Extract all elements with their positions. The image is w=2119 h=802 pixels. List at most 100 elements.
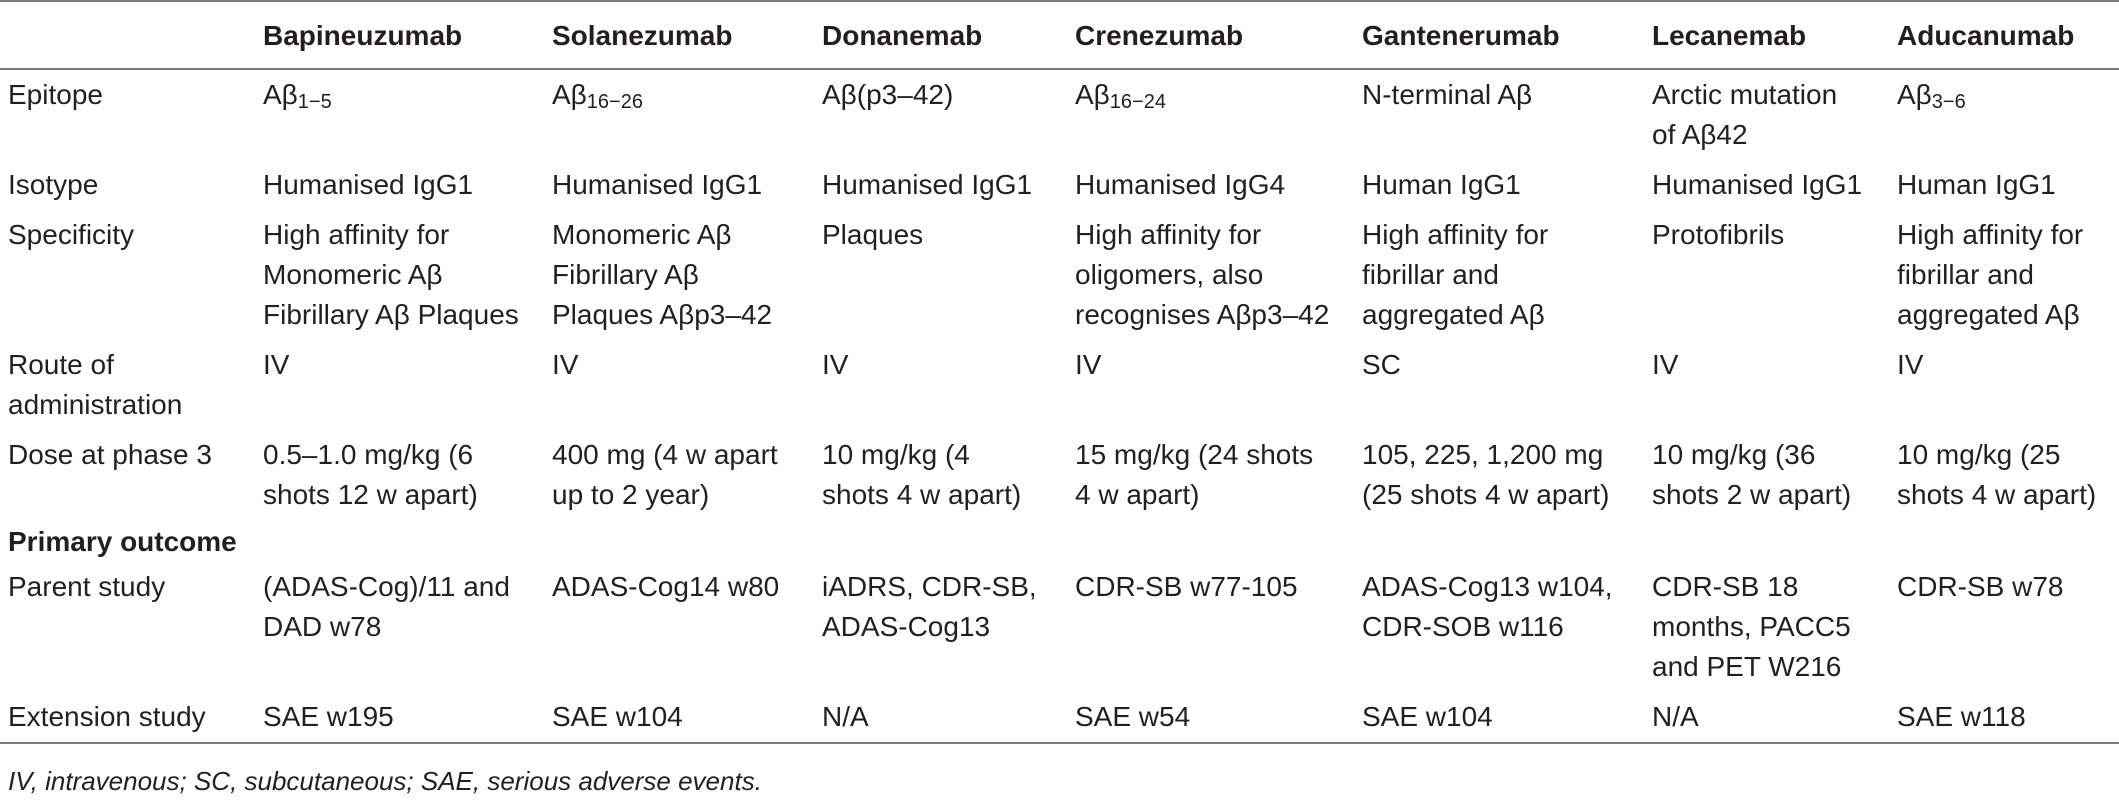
table-cell: N/A bbox=[1642, 692, 1887, 743]
table-cell: Aβ16−24 bbox=[1065, 69, 1352, 160]
cell-line: ADAS-Cog13 w104, bbox=[1362, 571, 1613, 602]
table-footnote: IV, intravenous; SC, subcutaneous; SAE, … bbox=[8, 766, 762, 796]
table-cell: SAE w104 bbox=[1352, 692, 1642, 743]
table-row-epitope: Epitope Aβ1−5 Aβ16−26 Aβ(p3–42) Aβ16−24 … bbox=[0, 69, 2119, 160]
subscript-text: 3−6 bbox=[1931, 91, 1966, 113]
row-label: Isotype bbox=[0, 160, 253, 210]
table-cell: IV bbox=[1642, 340, 1887, 430]
cell-line: N/A bbox=[1652, 701, 1699, 732]
table-row: Route of administration IV IV IV IV SC IV IV bbox=[0, 340, 2119, 430]
table-cell: Aβ3−6 bbox=[1887, 69, 2119, 160]
cell-line: 10 mg/kg (36 bbox=[1652, 439, 1816, 470]
cell-line: 400 mg (4 w apart bbox=[552, 439, 778, 470]
cell-line: shots 2 w apart) bbox=[1652, 479, 1852, 510]
table-cell: High affinity for fibrillar and aggregated… bbox=[1352, 210, 1642, 340]
header-cell: Gantenerumab bbox=[1362, 20, 1560, 51]
cell-line: CDR-SB w78 bbox=[1897, 571, 2064, 602]
table-cell: High affinity for oligomers, also recognis… bbox=[1065, 210, 1352, 340]
cell-line: SAE w118 bbox=[1897, 701, 2026, 732]
table-cell: IV bbox=[1887, 340, 2119, 430]
row-label: Parent study bbox=[0, 562, 253, 692]
cell-line: Fibrillary Aβ bbox=[552, 259, 699, 290]
cell-line: ADAS-Cog13 bbox=[822, 611, 991, 642]
antibody-comparison-table: Bapineuzumab Solanezumab Donanemab Crene… bbox=[0, 1, 2119, 743]
cell-line: shots 12 w apart) bbox=[263, 479, 478, 510]
header-cell: Donanemab bbox=[822, 20, 983, 51]
subscript-text: 1−5 bbox=[297, 91, 332, 113]
cell-line: Dose at phase 3 bbox=[8, 439, 212, 470]
cell-line: Parent study bbox=[8, 571, 166, 602]
subscript-text: 16−24 bbox=[1109, 91, 1166, 113]
header-cell: Aducanumab bbox=[1897, 20, 2075, 51]
table-cell: iADRS, CDR-SB, ADAS-Cog13 bbox=[812, 562, 1065, 692]
table-cell: Human IgG1 bbox=[1352, 160, 1642, 210]
cell-line: Monomeric Aβ bbox=[552, 219, 732, 250]
header-row: Bapineuzumab Solanezumab Donanemab Crene… bbox=[0, 1, 2119, 69]
row-label: Extension study bbox=[0, 692, 253, 743]
cell-line: High affinity for bbox=[1075, 219, 1262, 250]
cell-line: Humanised IgG1 bbox=[263, 169, 474, 200]
table-cell: SAE w54 bbox=[1065, 692, 1352, 743]
cell-line: ADAS-Cog14 w80 bbox=[552, 571, 780, 602]
cell-line: recognises Aβp3–42 bbox=[1075, 299, 1330, 330]
table-cell: 15 mg/kg (24 shots 4 w apart) bbox=[1065, 430, 1352, 520]
cell-line: High affinity for bbox=[263, 219, 450, 250]
table-cell: IV bbox=[253, 340, 542, 430]
table-row: Extension study SAE w195 SAE w104 N/A SAE w5… bbox=[0, 692, 2119, 743]
section-label: Primary outcome bbox=[8, 526, 237, 557]
cell-line: oligomers, also bbox=[1075, 259, 1264, 290]
cell-line: fibrillar and bbox=[1362, 259, 1499, 290]
cell-line: 15 mg/kg (24 shots bbox=[1075, 439, 1314, 470]
table-cell: SAE w104 bbox=[542, 692, 812, 743]
table-cell: Humanised IgG1 bbox=[542, 160, 812, 210]
table-cell: IV bbox=[1065, 340, 1352, 430]
table-cell: IV bbox=[812, 340, 1065, 430]
cell-line: Specificity bbox=[8, 219, 135, 250]
table-cell: CDR-SB w77-105 bbox=[1065, 562, 1352, 692]
table-cell: 400 mg (4 w apart up to 2 year) bbox=[542, 430, 812, 520]
cell-line: CDR-SB 18 bbox=[1652, 571, 1799, 602]
cell-text: Aβ bbox=[1897, 79, 1932, 110]
cell-line: Humanised IgG4 bbox=[1075, 169, 1286, 200]
section-row: Primary outcome bbox=[0, 520, 2119, 562]
header-cell: Lecanemab bbox=[1652, 20, 1807, 51]
table-cell: SAE w118 bbox=[1887, 692, 2119, 743]
cell-line: 0.5–1.0 mg/kg (6 bbox=[263, 439, 474, 470]
row-label: Epitope bbox=[8, 79, 103, 110]
table-cell: Humanised IgG4 bbox=[1065, 160, 1352, 210]
cell-line: N/A bbox=[822, 701, 869, 732]
cell-line: SAE w104 bbox=[552, 701, 683, 732]
cell-line: Humanised IgG1 bbox=[552, 169, 763, 200]
table-cell: Aβ1−5 bbox=[253, 69, 542, 160]
cell-line: aggregated Aβ bbox=[1362, 299, 1545, 330]
table-cell: SAE w195 bbox=[253, 692, 542, 743]
cell-line: Route of bbox=[8, 349, 114, 380]
cell-line: IV bbox=[1897, 349, 1924, 380]
table-cell: Arctic mutation of Aβ42 bbox=[1642, 69, 1887, 160]
cell-line: 10 mg/kg (25 bbox=[1897, 439, 2061, 470]
table-cell: Plaques bbox=[812, 210, 1065, 340]
cell-line: shots 4 w apart) bbox=[1897, 479, 2097, 510]
cell-line: Humanised IgG1 bbox=[822, 169, 1033, 200]
cell-line: IV bbox=[1652, 349, 1679, 380]
cell-line: IV bbox=[1075, 349, 1102, 380]
cell-line: Protofibrils bbox=[1652, 219, 1785, 250]
table-cell: (ADAS-Cog)/11 and DAD w78 bbox=[253, 562, 542, 692]
table-cell: N-terminal Aβ bbox=[1362, 79, 1533, 110]
table-cell: ADAS-Cog13 w104, CDR-SOB w116 bbox=[1352, 562, 1642, 692]
table-cell: Humanised IgG1 bbox=[253, 160, 542, 210]
cell-line: and PET W216 bbox=[1652, 651, 1842, 682]
cell-line: of Aβ42 bbox=[1652, 119, 1748, 150]
rows-group: Isotype Humanised IgG1 Humanised IgG1 Human… bbox=[0, 160, 2119, 520]
cell-line: (ADAS-Cog)/11 and bbox=[263, 571, 510, 602]
header-cell: Crenezumab bbox=[1075, 20, 1244, 51]
cell-text: Aβ bbox=[1075, 79, 1110, 110]
cell-line: administration bbox=[8, 389, 183, 420]
table-cell: Protofibrils bbox=[1642, 210, 1887, 340]
cell-line: SAE w195 bbox=[263, 701, 394, 732]
cell-line: Monomeric Aβ bbox=[263, 259, 443, 290]
table-cell: 10 mg/kg (36 shots 2 w apart) bbox=[1642, 430, 1887, 520]
cell-line: Arctic mutation bbox=[1652, 79, 1838, 110]
table-row: Dose at phase 3 0.5–1.0 mg/kg (6 shots 12 … bbox=[0, 430, 2119, 520]
cell-line: Plaques Aβp3–42 bbox=[552, 299, 773, 330]
